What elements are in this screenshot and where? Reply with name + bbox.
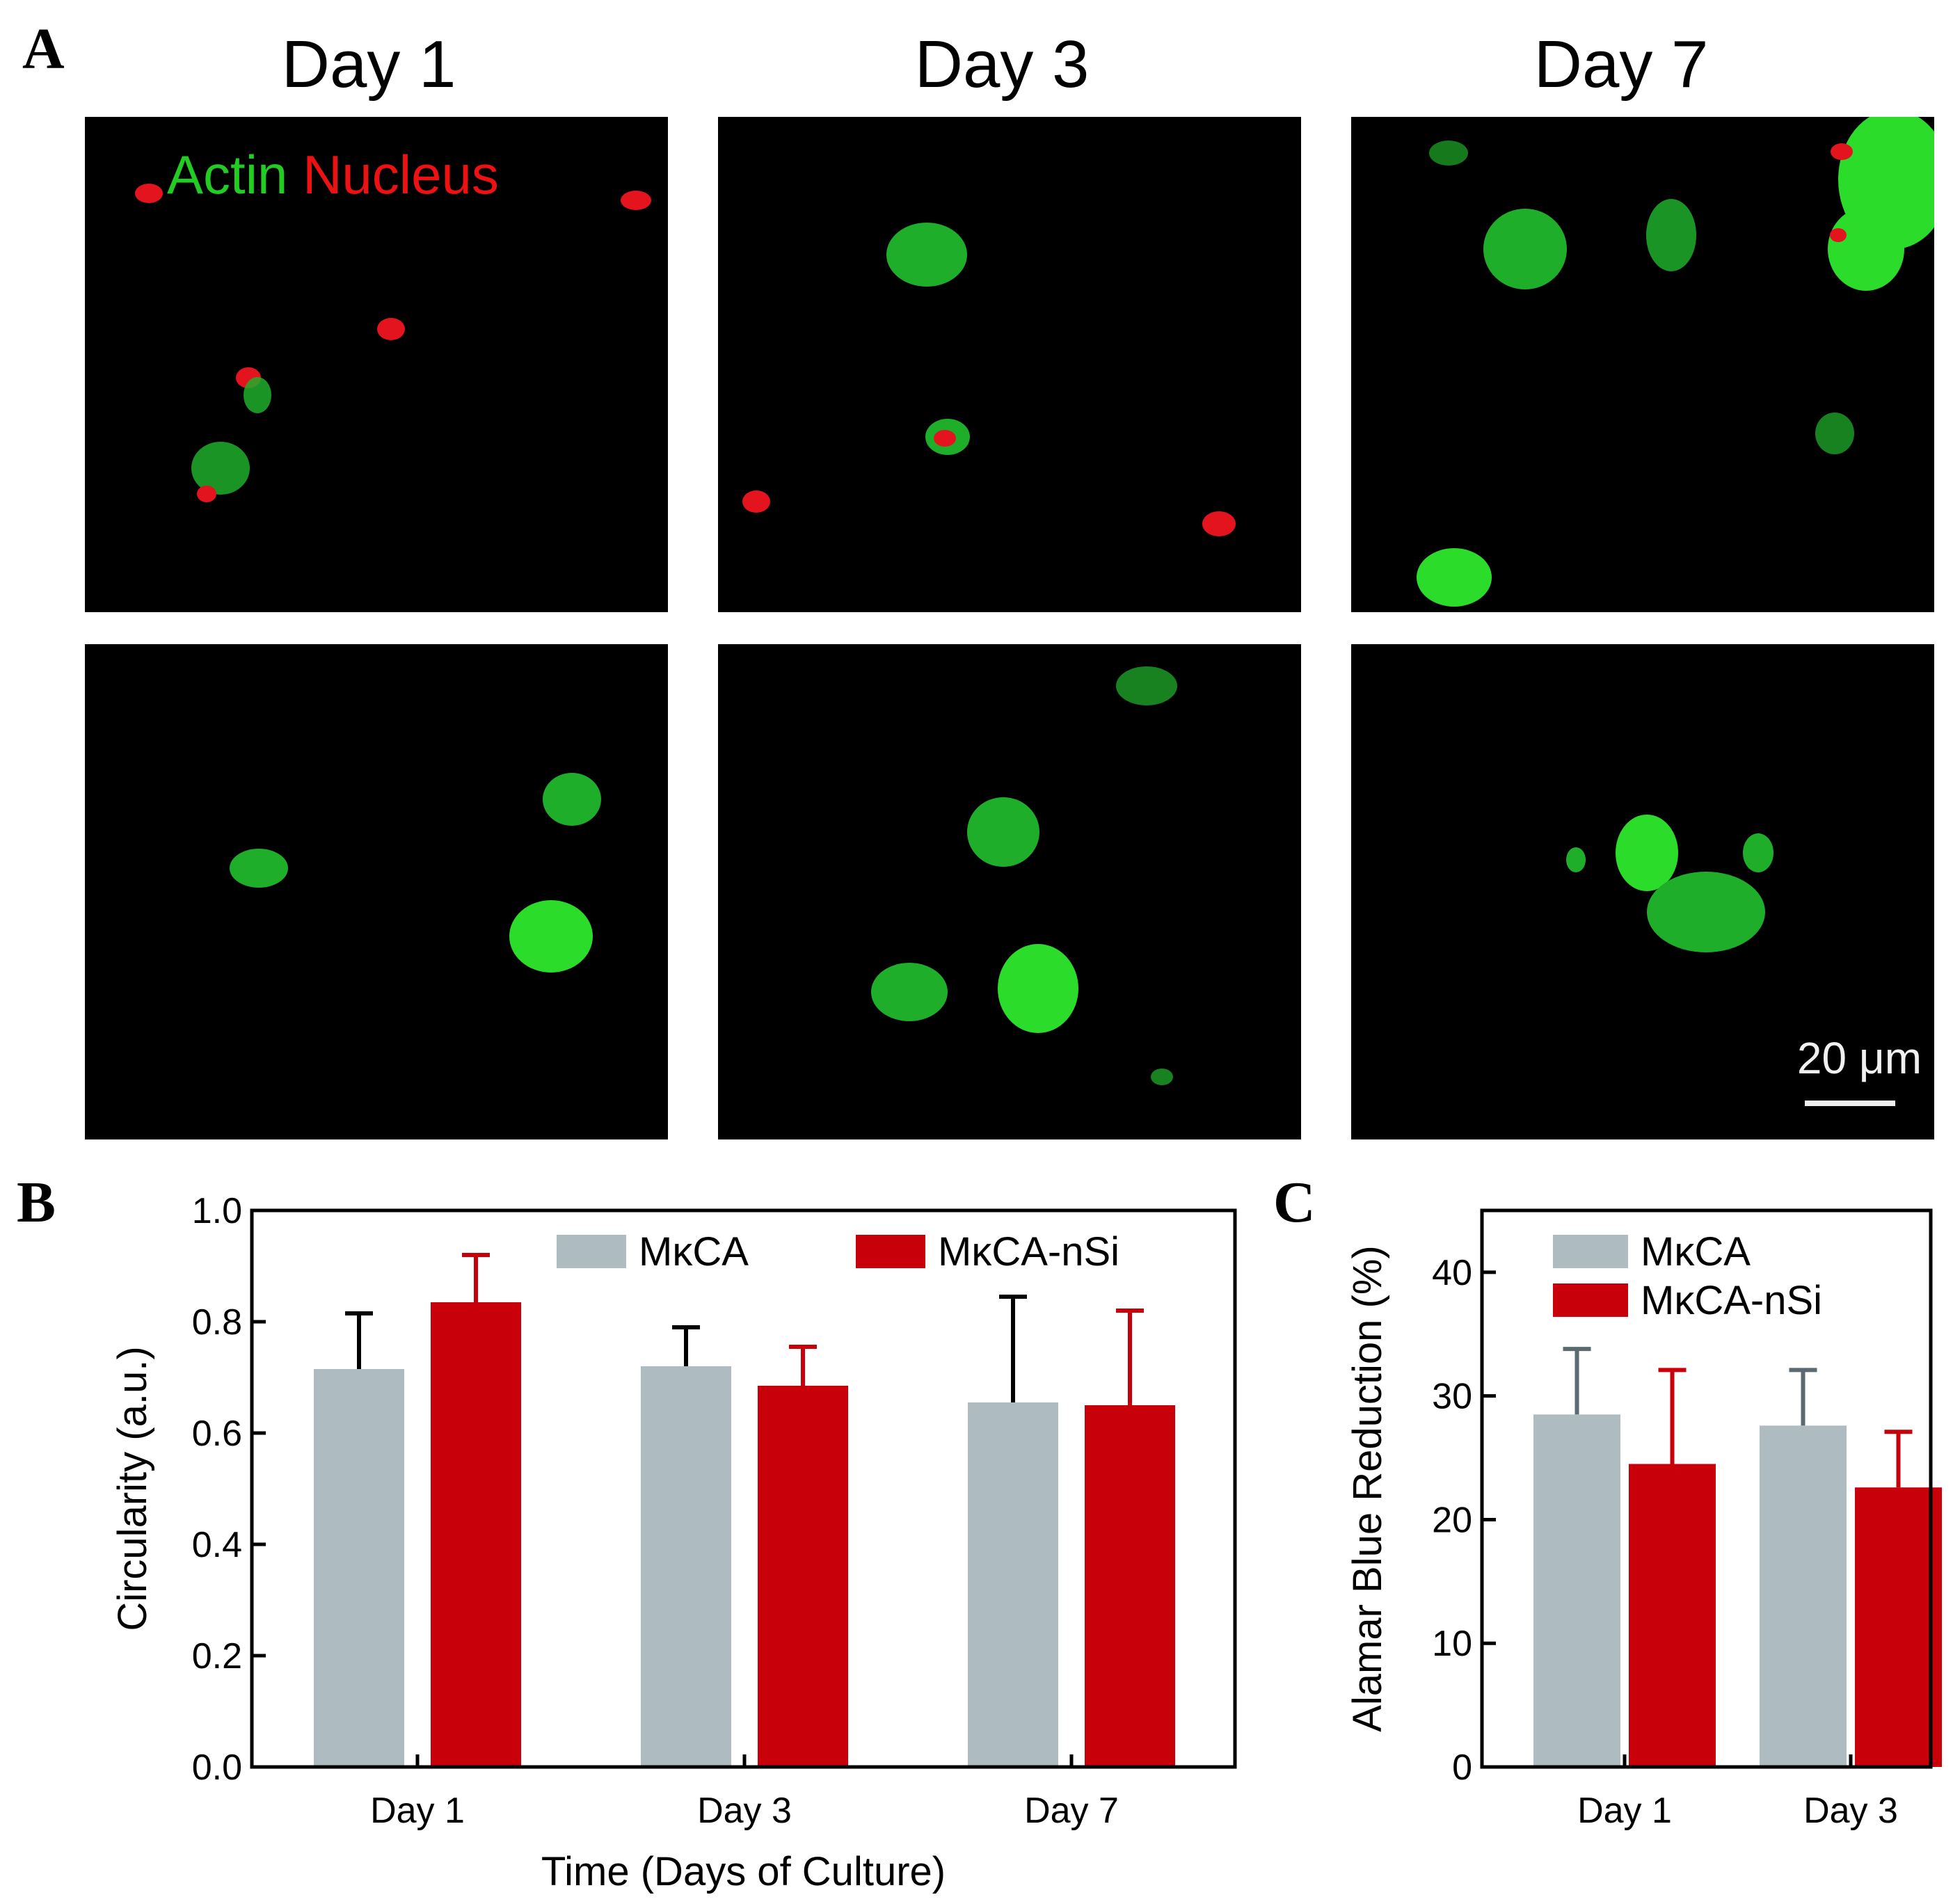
c-y-tick-label: 40 (1432, 1253, 1472, 1293)
c-x-tick-label: Day 1 (1577, 1791, 1672, 1831)
c-bar-mkca-1 (1760, 1425, 1847, 1767)
b-x-tick-label: Day 1 (370, 1791, 465, 1831)
b-x-axis-label: Time (Days of Culture) (541, 1849, 946, 1894)
b-legend-swatch-mkca-nsi (856, 1235, 925, 1268)
b-y-tick-label: 0.8 (192, 1302, 242, 1343)
c-bar-mkca-nsi-0 (1629, 1464, 1716, 1767)
c-y-tick-label: 10 (1432, 1624, 1472, 1664)
micrograph-bottom-day-1 (85, 644, 668, 1139)
scale-bar-label: 20 μm (1796, 1033, 1922, 1083)
b-bar-mkca-0 (314, 1369, 404, 1767)
stain-label-nucleus: Nucleus (303, 144, 499, 205)
b-bar-mkca-nsi-0 (431, 1302, 521, 1767)
c-legend-swatch-mkca-nsi (1553, 1283, 1628, 1317)
c-y-axis-label: Alamar Blue Reduction (%) (1345, 1245, 1390, 1732)
c-bar-mkca-nsi-1 (1855, 1487, 1942, 1767)
c-y-tick-label: 0 (1452, 1747, 1472, 1788)
b-y-tick-label: 0.6 (192, 1414, 242, 1454)
b-x-tick-label: Day 7 (1024, 1791, 1119, 1831)
b-legend-swatch-mkca (557, 1235, 626, 1268)
b-y-tick-label: 0.4 (192, 1525, 242, 1565)
column-header-day-1: Day 1 (281, 27, 456, 102)
c-bar-mkca-0 (1533, 1414, 1620, 1767)
c-y-tick-label: 20 (1432, 1500, 1472, 1540)
b-bar-mkca-nsi-1 (758, 1386, 848, 1767)
c-x-tick-label: Day 3 (1803, 1791, 1898, 1831)
micrograph-bottom-day-7: 20 μm (1351, 644, 1934, 1139)
b-x-tick-label: Day 3 (697, 1791, 792, 1831)
c-legend-swatch-mkca (1553, 1235, 1628, 1268)
b-legend-label-mkca-nsi: MκCA-nSi (938, 1229, 1119, 1274)
b-y-tick-label: 0.2 (192, 1636, 242, 1677)
micrograph-top-day-1: Actin Nucleus (85, 117, 668, 612)
c-legend-label-mkca-nsi: MκCA-nSi (1641, 1278, 1822, 1323)
panel-label-a: A (22, 17, 65, 81)
micrograph-bottom-day-3 (718, 644, 1301, 1139)
panel-label-b: B (17, 1170, 56, 1235)
column-header-day-3: Day 3 (914, 27, 1090, 102)
micrograph-top-day-3 (718, 117, 1301, 612)
scale-bar (1805, 1101, 1895, 1106)
b-plot-frame (250, 1208, 1237, 1769)
column-header-day-7: Day 7 (1533, 27, 1709, 102)
b-y-axis-label: Circularity (a.u.) (110, 1346, 155, 1631)
b-y-tick-label: 0.0 (192, 1747, 242, 1788)
c-y-tick-label: 30 (1432, 1377, 1472, 1417)
c-legend-label-mkca: MκCA (1641, 1229, 1751, 1274)
micrograph-top-day-7 (1351, 117, 1934, 612)
b-y-tick-label: 1.0 (192, 1191, 242, 1231)
stain-label-actin: Actin (167, 144, 288, 205)
b-legend-label-mkca: MκCA (639, 1229, 749, 1274)
panel-label-c: C (1273, 1170, 1316, 1235)
b-bar-mkca-2 (968, 1402, 1058, 1767)
b-bar-mkca-nsi-2 (1085, 1405, 1175, 1767)
c-plot-frame (1480, 1208, 1933, 1769)
b-bar-mkca-1 (641, 1366, 731, 1767)
